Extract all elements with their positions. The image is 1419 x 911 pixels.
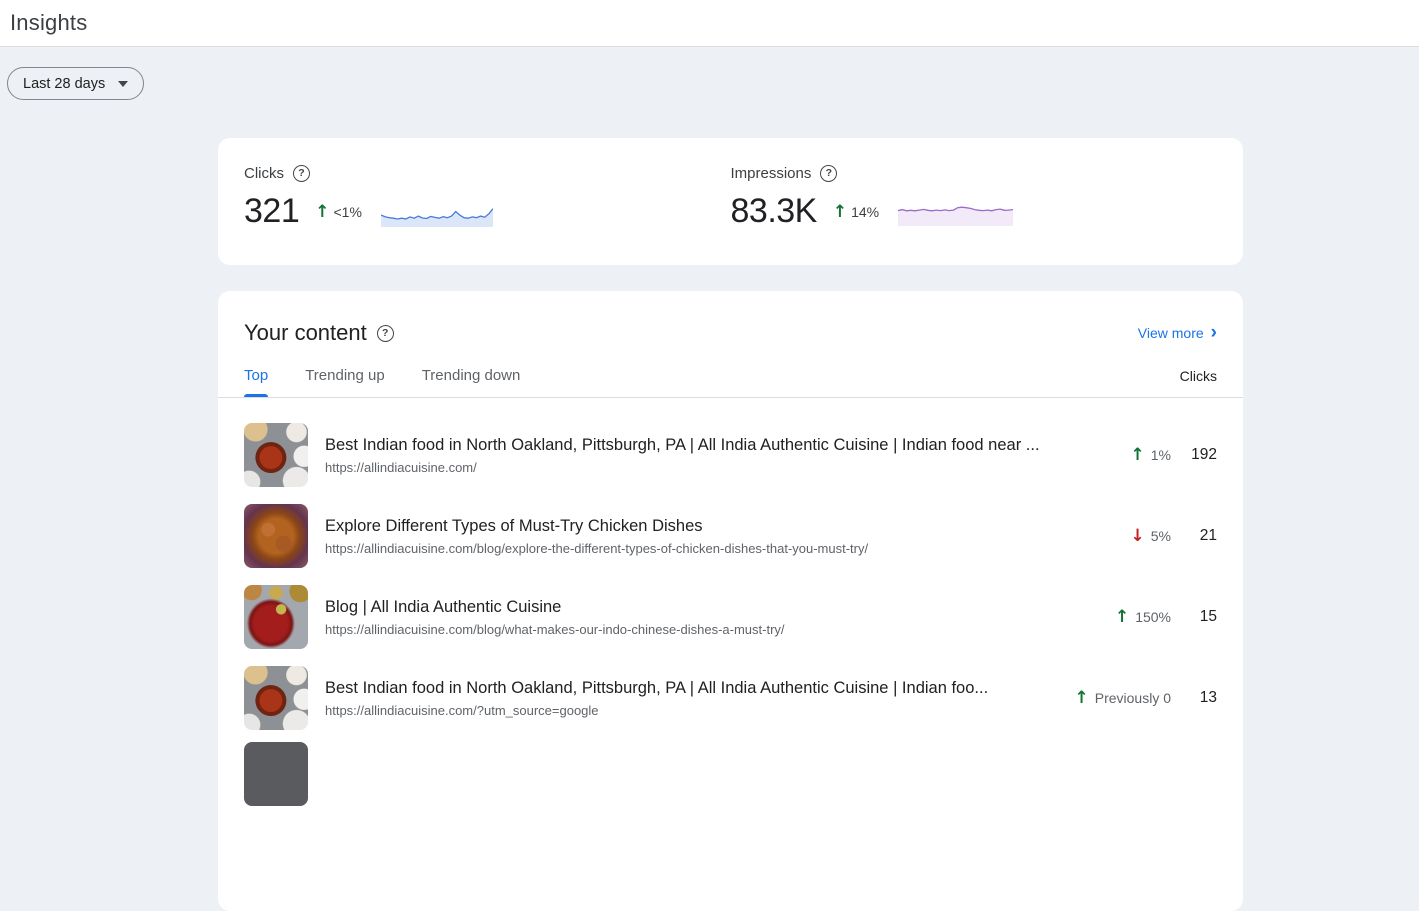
content-url: https://allindiacuisine.com/ [325, 459, 477, 475]
content-tabs: Top Trending up Trending down Clicks [218, 367, 1243, 398]
content-thumbnail [244, 585, 308, 649]
section-title: Your content [244, 320, 367, 345]
clicks-count: 15 [1199, 608, 1217, 625]
clicks-change: <1% [333, 203, 362, 220]
chevron-right-icon: › [1210, 321, 1217, 343]
tab-trending-down[interactable]: Trending down [422, 367, 521, 397]
content-thumbnail [244, 423, 308, 487]
help-icon[interactable]: ? [376, 324, 394, 342]
clicks-metric-label: Clicks [244, 165, 284, 182]
content-title: Explore Different Types of Must-Try Chic… [325, 516, 703, 535]
help-icon[interactable]: ? [820, 165, 838, 182]
content-row[interactable] [244, 742, 1217, 806]
content-list: Best Indian food in North Oakland, Pitts… [218, 398, 1243, 806]
trend-up-arrow-icon: ↑ [1114, 607, 1130, 627]
content-thumbnail [244, 742, 308, 806]
content-row[interactable]: Explore Different Types of Must-Try Chic… [244, 504, 1217, 568]
caret-down-icon [118, 80, 129, 87]
content-row[interactable]: Best Indian food in North Oakland, Pitts… [244, 423, 1217, 487]
date-range-button[interactable]: Last 28 days [7, 67, 145, 100]
trend-change: 1% [1150, 447, 1171, 463]
impressions-value: 83.3K [730, 192, 818, 230]
impressions-change: 14% [851, 203, 880, 220]
top-bar: Insights [0, 0, 1419, 47]
clicks-sparkline-chart [380, 207, 493, 227]
page-title: Insights [10, 10, 88, 35]
trend-up-arrow-icon: ↑ [1074, 688, 1089, 708]
tab-trending-up[interactable]: Trending up [305, 367, 385, 397]
trend-down-arrow-icon: ↓ [1130, 526, 1145, 546]
trend-up-arrow-icon: ↑ [315, 201, 330, 222]
content-row[interactable]: Blog | All India Authentic Cuisine https… [244, 585, 1217, 649]
content-row[interactable]: Best Indian food in North Oakland, Pitts… [244, 666, 1217, 730]
content-url: https://allindiacuisine.com/blog/what-ma… [325, 621, 785, 637]
tab-top[interactable]: Top [244, 367, 269, 397]
clicks-column-header: Clicks [1179, 368, 1217, 384]
content-url: https://allindiacuisine.com/blog/explore… [325, 540, 869, 556]
impressions-metric: Impressions ? 83.3K ↑ 14% [731, 165, 1218, 265]
trend-change: 5% [1150, 528, 1171, 544]
content-url: https://allindiacuisine.com/?utm_source=… [325, 702, 599, 718]
metrics-card: Clicks ? 321 ↑ <1% Impressions ? 83.3K ↑… [218, 138, 1243, 265]
content-title: Best Indian food in North Oakland, Pitts… [325, 678, 989, 697]
content-title: Blog | All India Authentic Cuisine [325, 597, 562, 616]
impressions-sparkline-chart [898, 206, 1014, 226]
trend-up-arrow-icon: ↑ [1130, 445, 1145, 465]
clicks-count: 13 [1199, 689, 1217, 706]
content-thumbnail [244, 504, 308, 568]
help-icon[interactable]: ? [293, 165, 310, 182]
trend-change: Previously 0 [1094, 690, 1171, 706]
clicks-metric: Clicks ? 321 ↑ <1% [244, 165, 731, 265]
clicks-count: 21 [1199, 527, 1217, 544]
impressions-metric-label: Impressions [730, 165, 812, 182]
trend-up-arrow-icon: ↑ [832, 201, 848, 222]
content-title: Best Indian food in North Oakland, Pitts… [325, 435, 1040, 454]
content-thumbnail [244, 666, 308, 730]
trend-change: 150% [1135, 609, 1171, 625]
date-range-label: Last 28 days [23, 75, 106, 92]
your-content-card: Your content ? View more › Top Trending … [218, 291, 1243, 911]
view-more-link[interactable]: View more › [1137, 321, 1217, 343]
clicks-count: 192 [1191, 446, 1217, 463]
clicks-value: 321 [244, 192, 300, 230]
